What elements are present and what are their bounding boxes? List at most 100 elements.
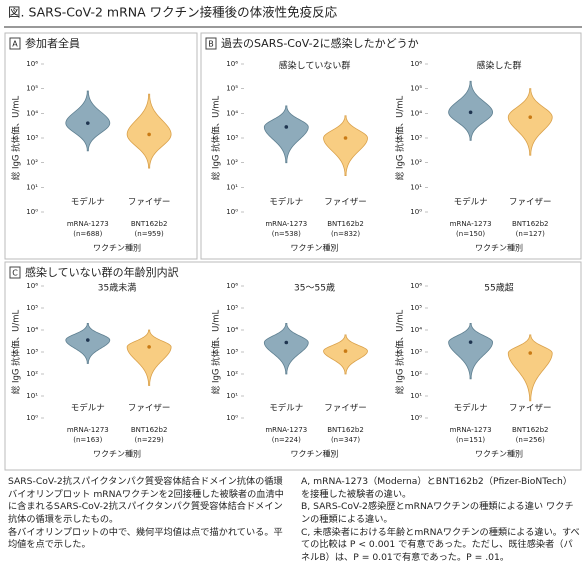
category-detail: (n=959) bbox=[135, 230, 164, 238]
chart-title: 35歳未満 bbox=[98, 282, 136, 294]
category-label: ファイザー bbox=[324, 198, 367, 208]
mean-point bbox=[86, 121, 90, 125]
y-tick-label: 10⁴ bbox=[226, 109, 238, 117]
y-tick-label: 10³ bbox=[26, 348, 38, 356]
category-label: ファイザー bbox=[128, 404, 171, 414]
violin bbox=[323, 334, 368, 375]
panel-letter-box bbox=[9, 266, 21, 279]
y-tick-label: 10⁴ bbox=[26, 109, 38, 117]
category-detail: BNT162b2 bbox=[327, 426, 364, 434]
y-tick-label: 10⁵ bbox=[26, 85, 38, 93]
category-detail: mRNA-1273 bbox=[450, 426, 492, 434]
x-axis-label: ワクチン種別 bbox=[93, 449, 141, 459]
violin bbox=[126, 93, 172, 169]
y-tick-label: 10³ bbox=[226, 134, 238, 142]
mean-point bbox=[284, 340, 289, 345]
category-detail: mRNA-1273 bbox=[67, 220, 109, 228]
panel-title: 過去のSARS-CoV-2に感染したかどうか bbox=[221, 36, 419, 50]
y-tick-label: 10⁴ bbox=[26, 326, 38, 334]
violin bbox=[323, 115, 368, 176]
y-tick-label: 10² bbox=[410, 159, 422, 167]
y-tick-label: 10⁰ bbox=[410, 414, 422, 422]
y-tick-label: 10² bbox=[226, 370, 238, 378]
panel-letter: A bbox=[12, 40, 18, 49]
y-axis-label: 総 IgG 抗体価、U/mL bbox=[395, 95, 406, 180]
y-tick-label: 10⁰ bbox=[410, 208, 422, 216]
mean-point bbox=[147, 345, 151, 349]
y-tick-label: 10³ bbox=[410, 348, 422, 356]
chart-title: 感染していない群 bbox=[279, 60, 351, 72]
y-tick-label: 10² bbox=[410, 370, 422, 378]
chart-title: 55歳超 bbox=[484, 282, 513, 294]
caption: SARS-CoV-2抗スパイクタンパク質受容体結合ドメイン抗体の循環バイオリンプ… bbox=[8, 476, 580, 580]
category-label: ファイザー bbox=[128, 198, 171, 208]
category-detail: (n=151) bbox=[456, 436, 485, 444]
y-axis-label: 総 IgG 抗体価、U/mL bbox=[11, 309, 22, 394]
category-detail: (n=127) bbox=[516, 230, 545, 238]
mean-point bbox=[468, 110, 473, 115]
y-tick-label: 10⁰ bbox=[26, 414, 38, 422]
x-axis-label: ワクチン種別 bbox=[475, 449, 523, 459]
category-detail: BNT162b2 bbox=[327, 220, 364, 228]
y-tick-label: 10³ bbox=[410, 134, 422, 142]
category-detail: (n=538) bbox=[272, 230, 301, 238]
y-tick-label: 10⁵ bbox=[26, 304, 38, 312]
category-label: ファイザー bbox=[509, 198, 552, 208]
y-tick-label: 10⁶ bbox=[226, 282, 238, 290]
category-label: モデルナ bbox=[269, 403, 303, 414]
violin bbox=[126, 329, 172, 386]
y-tick-label: 10² bbox=[26, 159, 38, 167]
category-detail: mRNA-1273 bbox=[450, 220, 492, 228]
chart-title: 35～55歳 bbox=[294, 282, 335, 294]
y-tick-label: 10¹ bbox=[226, 183, 238, 191]
category-detail: (n=256) bbox=[516, 436, 545, 444]
violin bbox=[263, 105, 309, 164]
figure-title: 図. SARS-CoV-2 mRNA ワクチン接種後の体液性免疫反応 bbox=[8, 5, 338, 20]
y-tick-label: 10¹ bbox=[26, 183, 38, 191]
y-axis-label: 総 IgG 抗体価、U/mL bbox=[211, 309, 222, 394]
panel-title: 参加者全員 bbox=[25, 36, 80, 50]
violin bbox=[448, 322, 493, 380]
violin bbox=[65, 90, 111, 152]
category-label: モデルナ bbox=[454, 197, 488, 208]
chart-title: 感染した群 bbox=[476, 60, 521, 72]
figure: 図. SARS-CoV-2 mRNA ワクチン接種後の体液性免疫反応 A 参加者… bbox=[4, 5, 582, 471]
category-detail: (n=688) bbox=[73, 230, 102, 238]
violin bbox=[263, 322, 309, 375]
mean-point bbox=[528, 115, 533, 119]
y-tick-label: 10⁵ bbox=[226, 304, 238, 312]
category-detail: BNT162b2 bbox=[131, 220, 168, 228]
y-tick-label: 10² bbox=[26, 370, 38, 378]
violin bbox=[507, 334, 553, 402]
x-axis-label: ワクチン種別 bbox=[291, 243, 339, 253]
mean-point bbox=[528, 351, 533, 355]
category-label: ファイザー bbox=[509, 404, 552, 414]
y-tick-label: 10¹ bbox=[410, 183, 422, 191]
caption-text: A, mRNA-1273（Moderna）とBNT162b2（Pfizer-Bi… bbox=[301, 476, 573, 500]
category-detail: mRNA-1273 bbox=[67, 426, 109, 434]
panel-title: 感染していない群の年齢別内訳 bbox=[25, 265, 179, 279]
y-tick-label: 10² bbox=[226, 159, 238, 167]
x-axis-label: ワクチン種別 bbox=[475, 243, 523, 253]
y-tick-label: 10⁶ bbox=[410, 60, 422, 68]
y-tick-label: 10⁰ bbox=[26, 208, 38, 216]
y-tick-label: 10⁴ bbox=[410, 326, 422, 334]
y-tick-label: 10⁶ bbox=[26, 282, 38, 290]
category-label: モデルナ bbox=[269, 197, 303, 208]
y-tick-label: 10⁰ bbox=[226, 414, 238, 422]
category-detail: (n=163) bbox=[73, 436, 102, 444]
y-tick-label: 10⁵ bbox=[226, 85, 238, 93]
category-label: モデルナ bbox=[71, 403, 105, 414]
panel-letter-box bbox=[9, 37, 21, 50]
category-detail: (n=832) bbox=[331, 230, 360, 238]
category-detail: BNT162b2 bbox=[512, 426, 549, 434]
violin bbox=[507, 88, 553, 156]
caption-text: 各バイオリンプロットの中で、幾何平均値は点で描かれている。平均値を点で示した。 bbox=[8, 526, 283, 551]
violin bbox=[65, 322, 111, 364]
y-tick-label: 10³ bbox=[226, 348, 238, 356]
y-axis-label: 総 IgG 抗体価、U/mL bbox=[11, 95, 22, 180]
category-detail: (n=150) bbox=[456, 230, 485, 238]
caption-text: C, 未感染者における年齢とmRNAワクチンの種類による違い。すべての比較は P… bbox=[301, 526, 580, 564]
caption-column: A, mRNA-1273（Moderna）とBNT162b2（Pfizer-Bi… bbox=[301, 476, 580, 580]
